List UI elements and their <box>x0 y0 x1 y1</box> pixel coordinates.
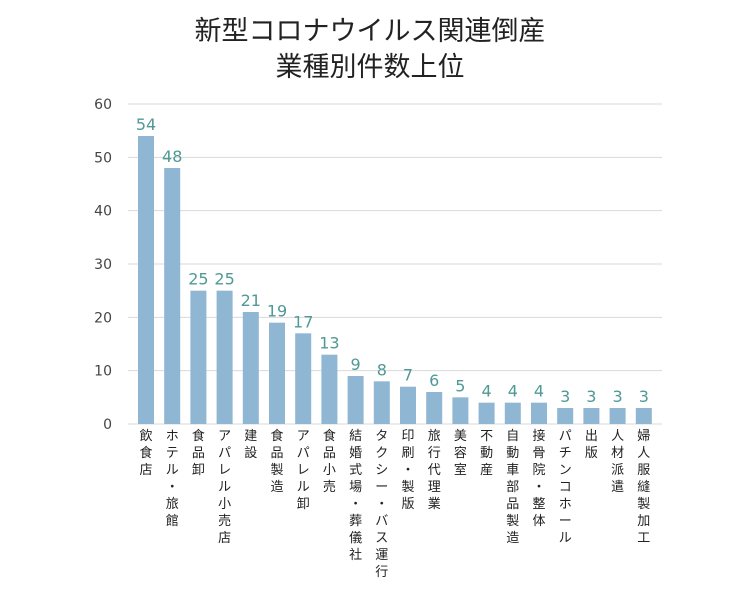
data-label: 3 <box>639 387 649 406</box>
bar <box>426 392 443 424</box>
data-label: 21 <box>241 291 261 310</box>
x-tick-label: 不動産 <box>480 429 493 478</box>
x-tick-label: 旅行代理業 <box>428 429 441 512</box>
bar <box>504 402 521 424</box>
data-label: 25 <box>188 270 208 289</box>
data-label: 54 <box>136 115 156 134</box>
x-tick-label: 食品小売 <box>323 428 336 495</box>
data-label: 25 <box>214 270 234 289</box>
y-tick-label: 20 <box>94 310 112 326</box>
x-tick-label: 美容室 <box>454 429 467 478</box>
data-label: 4 <box>482 382 492 401</box>
data-label: 5 <box>455 376 465 395</box>
x-tick-label: アパレル小売店 <box>218 429 231 546</box>
data-label: 9 <box>351 355 361 374</box>
bar <box>164 168 181 424</box>
chart-title: 新型コロナウイルス関連倒産 <box>194 16 546 47</box>
bar <box>295 333 312 424</box>
bar <box>635 408 652 424</box>
x-tick-label: パチンコホール <box>559 429 572 546</box>
x-tick-label: 印刷・製版 <box>401 429 414 512</box>
x-tick-label: 食品卸 <box>192 428 205 478</box>
bar <box>138 136 154 424</box>
y-tick-label: 50 <box>94 150 112 166</box>
data-label: 3 <box>560 387 570 406</box>
bar <box>216 290 233 424</box>
x-tick-label: タクシー・バス運行 <box>375 429 388 580</box>
x-tick-label: 食品製造 <box>270 428 283 495</box>
bar <box>609 408 626 424</box>
chart-subtitle: 業種別件数上位 <box>275 52 465 83</box>
data-label: 17 <box>293 312 313 331</box>
chart-title-block: 新型コロナウイルス関連倒産 業種別件数上位 <box>0 14 740 86</box>
data-label: 6 <box>429 371 439 390</box>
x-tick-label: ホテル・旅館 <box>166 429 179 529</box>
x-tick-label: 接骨院・整体 <box>532 428 545 529</box>
x-tick-label: アパレル卸 <box>297 429 310 512</box>
bar <box>400 386 416 424</box>
bar <box>347 376 364 424</box>
x-tick-label: 婦人服縫製加工 <box>637 428 650 546</box>
y-tick-label: 30 <box>94 257 112 273</box>
bar <box>373 381 390 424</box>
x-tick-label: 人材派遣 <box>611 429 624 495</box>
bar <box>190 290 207 424</box>
bar <box>321 354 338 424</box>
data-label: 4 <box>508 382 518 401</box>
y-tick-label: 40 <box>94 204 112 220</box>
x-tick-label: 飲食店 <box>139 428 152 478</box>
data-label: 8 <box>377 360 387 379</box>
data-label: 13 <box>319 334 339 353</box>
data-label: 3 <box>613 387 623 406</box>
x-tick-label: 出版 <box>585 429 598 461</box>
x-tick-label: 建設 <box>244 429 257 461</box>
x-tick-label: 自動車部品製造 <box>506 429 519 546</box>
data-label: 48 <box>162 147 182 166</box>
bar <box>557 408 574 424</box>
bar <box>242 312 259 424</box>
data-label: 3 <box>586 387 596 406</box>
y-tick-label: 0 <box>103 417 112 433</box>
data-label: 19 <box>267 302 287 321</box>
bar <box>452 397 469 424</box>
data-label: 7 <box>403 366 413 385</box>
bar <box>269 322 285 424</box>
bar <box>583 408 600 424</box>
y-tick-label: 10 <box>94 364 112 380</box>
bar <box>478 402 495 424</box>
x-tick-label: 結婚式場・葬儀社 <box>349 429 362 563</box>
bar <box>531 402 547 424</box>
data-label: 4 <box>534 382 544 401</box>
y-tick-label: 60 <box>94 97 112 113</box>
